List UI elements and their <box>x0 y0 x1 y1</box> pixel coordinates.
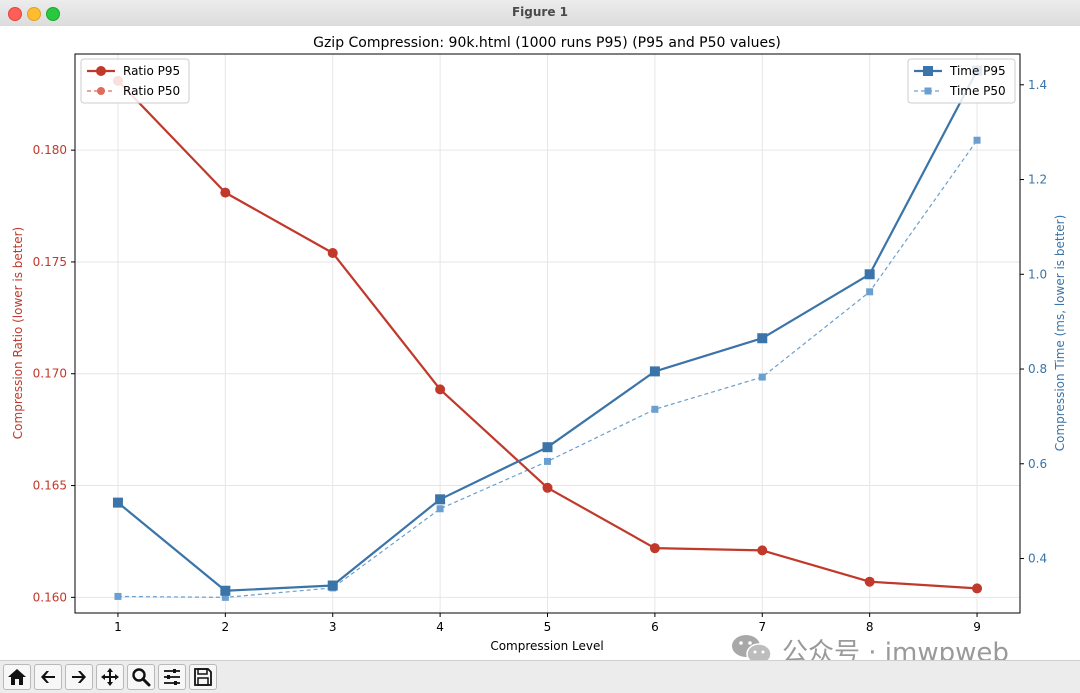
ratio-p95-point <box>972 583 983 594</box>
x-tick-label: 6 <box>651 620 659 634</box>
x-tick-label: 8 <box>866 620 874 634</box>
close-window-button[interactable] <box>8 7 22 21</box>
pan-icon <box>101 668 119 686</box>
y-left-tick-label: 0.170 <box>33 367 67 381</box>
time-p50-point <box>436 505 444 513</box>
legend-left: Ratio P95 Ratio P50 <box>80 58 190 104</box>
ratio-p95-point <box>220 187 231 198</box>
y-left-tick-label: 0.175 <box>33 255 67 269</box>
window-titlebar: Figure 1 <box>0 0 1080 27</box>
legend-time-p95-marker <box>923 66 933 76</box>
time-p95-point <box>112 497 123 508</box>
x-tick-label: 2 <box>222 620 230 634</box>
home-icon <box>8 669 26 685</box>
x-tick-label: 9 <box>973 620 981 634</box>
legend-item-ratio-p50: Ratio P50 <box>87 84 180 98</box>
axes-layer: 1 2 3 4 5 6 7 8 9 0.160 0.165 0.170 0.175 0.180 0.4 0.6… <box>33 78 1047 634</box>
x-axis-label: Compression Level <box>490 639 603 653</box>
time-p50-point <box>651 405 659 413</box>
legend-ratio-p50-label: Ratio P50 <box>123 84 180 98</box>
figure-canvas: 1 2 3 4 5 6 7 8 9 0.160 0.165 0.170 0.175 0.180 0.4 0.6… <box>0 26 1080 660</box>
configure-icon <box>164 669 180 685</box>
maximize-window-button[interactable] <box>46 7 60 21</box>
time-p50-point <box>221 593 229 601</box>
x-tick-label: 4 <box>436 620 444 634</box>
save-button[interactable] <box>189 664 217 690</box>
legend-ratio-p50-marker <box>97 87 105 95</box>
legend-item-time-p95: Time P95 <box>914 64 1006 78</box>
time-p50-point <box>544 457 551 465</box>
time-p50-point <box>758 373 766 381</box>
time-p95-point <box>327 580 338 591</box>
y-right-tick-label: 0.6 <box>1028 457 1047 471</box>
configure-button[interactable] <box>158 664 186 690</box>
chart: 1 2 3 4 5 6 7 8 9 0.160 0.165 0.170 0.175 0.180 0.4 0.6… <box>11 35 1067 653</box>
x-tick-label: 3 <box>329 620 337 634</box>
y-left-tick-label: 0.165 <box>33 479 67 493</box>
y-axis-right-label: Compression Time (ms, lower is better) <box>1053 215 1067 452</box>
save-icon <box>194 668 212 686</box>
home-button[interactable] <box>3 664 31 690</box>
figure-toolbar <box>0 660 1080 693</box>
zoom-button[interactable] <box>127 664 155 690</box>
time-p50-point <box>114 592 122 600</box>
back-icon <box>41 671 55 683</box>
legend-time-p95-label: Time P95 <box>949 64 1006 78</box>
y-right-tick-label: 1.4 <box>1028 78 1047 92</box>
legend-ratio-p95-label: Ratio P95 <box>123 64 180 78</box>
y-left-tick-label: 0.180 <box>33 143 67 157</box>
y-axis-left-label: Compression Ratio (lower is better) <box>11 227 25 439</box>
pan-button[interactable] <box>96 664 124 690</box>
ratio-p95-point <box>542 482 553 493</box>
x-tick-label: 5 <box>544 620 552 634</box>
time-p50-point <box>866 288 874 296</box>
time-p50-point <box>973 136 981 144</box>
y-right-tick-label: 1.0 <box>1028 267 1047 281</box>
ratio-p95-point <box>649 543 660 554</box>
legend-time-p50-marker <box>924 87 932 95</box>
legend-time-p50-label: Time P50 <box>949 84 1006 98</box>
time-p95-point <box>435 494 446 505</box>
back-button[interactable] <box>34 664 62 690</box>
window-title: Figure 1 <box>511 5 569 19</box>
forward-button[interactable] <box>65 664 93 690</box>
ratio-p95-point <box>435 384 446 395</box>
zoom-icon <box>132 668 151 687</box>
y-right-tick-label: 0.8 <box>1028 362 1047 376</box>
time-p95-point <box>864 269 875 280</box>
time-p95-point <box>542 442 553 453</box>
series-layer <box>112 65 983 601</box>
legend-item-time-p50: Time P50 <box>914 84 1006 98</box>
legend-item-ratio-p95: Ratio P95 <box>87 64 180 78</box>
y-right-tick-label: 1.2 <box>1028 173 1047 187</box>
time-p95-point <box>220 585 231 596</box>
y-left-tick-label: 0.160 <box>33 590 67 604</box>
minimize-window-button[interactable] <box>27 7 41 21</box>
chart-grid <box>75 54 1020 613</box>
x-tick-label: 1 <box>114 620 122 634</box>
ratio-p95-point <box>327 248 338 259</box>
chart-title: Gzip Compression: 90k.html (1000 runs P9… <box>313 35 781 51</box>
ratio-p95-point <box>757 545 768 556</box>
ratio-p95-point <box>864 576 875 587</box>
time-p95-point <box>649 366 660 377</box>
legend-ratio-p95-marker <box>96 66 106 76</box>
time-p95-point <box>757 333 768 344</box>
wechat-icon <box>732 635 772 665</box>
legend-right: Time P95 Time P50 <box>907 58 1016 104</box>
y-right-tick-label: 0.4 <box>1028 552 1047 566</box>
x-tick-label: 7 <box>758 620 766 634</box>
forward-icon <box>72 671 86 683</box>
